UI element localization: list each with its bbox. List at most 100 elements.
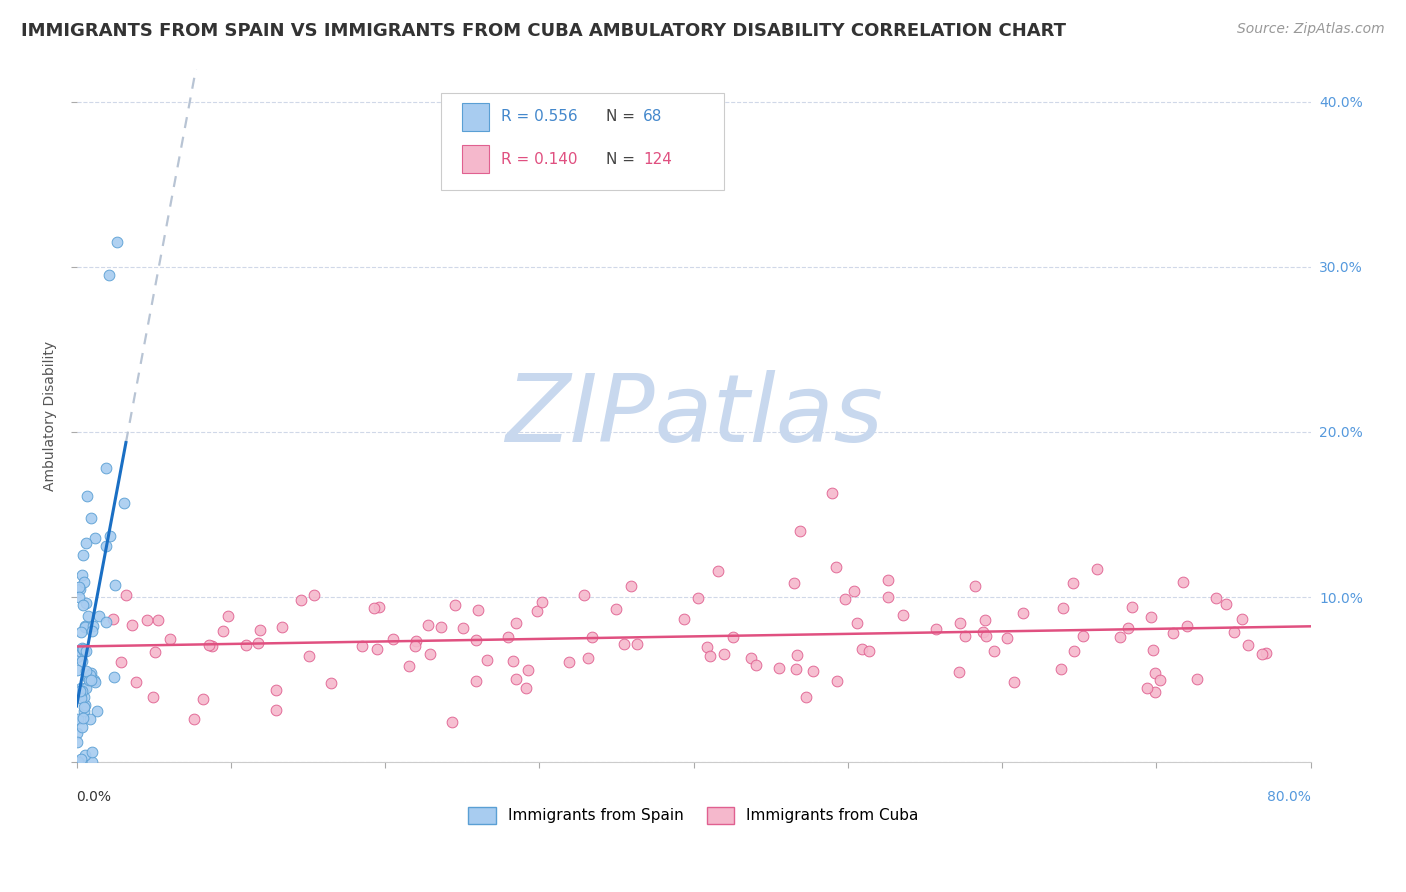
- FancyBboxPatch shape: [461, 103, 489, 130]
- Text: R = 0.556: R = 0.556: [501, 109, 578, 124]
- Point: [66, 663, 89, 677]
- Point: [82, 756, 104, 770]
- Point: [94, 615, 117, 629]
- Point: [526, 604, 548, 618]
- Point: [115, 588, 138, 602]
- Point: [626, 637, 648, 651]
- Text: 68: 68: [643, 109, 662, 124]
- Point: [69, 681, 91, 696]
- Point: [404, 639, 426, 653]
- Point: [121, 618, 143, 632]
- Point: [496, 630, 519, 644]
- Point: [75, 665, 97, 679]
- Point: [620, 579, 643, 593]
- Point: [77, 671, 100, 685]
- Point: [72, 568, 94, 582]
- Point: [367, 600, 389, 615]
- Point: [249, 624, 271, 638]
- Point: [83, 673, 105, 688]
- Point: [1085, 562, 1108, 576]
- Point: [963, 579, 986, 593]
- Point: [201, 639, 224, 653]
- Point: [73, 619, 96, 633]
- Point: [1149, 673, 1171, 687]
- Point: [70, 691, 93, 706]
- Point: [73, 574, 96, 589]
- Point: [429, 620, 451, 634]
- Point: [66, 726, 89, 740]
- Point: [530, 595, 553, 609]
- Point: [67, 756, 90, 770]
- Point: [1171, 574, 1194, 589]
- Point: [72, 641, 94, 656]
- Point: [73, 690, 96, 705]
- Point: [845, 616, 868, 631]
- Point: [1230, 612, 1253, 626]
- Point: [877, 573, 900, 587]
- Point: [352, 639, 374, 653]
- Point: [70, 719, 93, 733]
- Point: [1071, 629, 1094, 643]
- Point: [76, 609, 98, 624]
- Point: [786, 648, 808, 662]
- Point: [948, 665, 970, 679]
- Point: [73, 700, 96, 714]
- Point: [1121, 600, 1143, 615]
- Point: [69, 582, 91, 596]
- Point: [1050, 662, 1073, 676]
- Point: [465, 674, 488, 689]
- Point: [1175, 618, 1198, 632]
- Point: [1205, 591, 1227, 606]
- Point: [949, 616, 972, 631]
- Point: [844, 583, 866, 598]
- Point: [264, 682, 287, 697]
- Point: [745, 658, 768, 673]
- Point: [79, 667, 101, 681]
- Point: [419, 647, 441, 661]
- Point: [77, 673, 100, 687]
- Point: [103, 670, 125, 684]
- Point: [80, 510, 103, 524]
- Point: [69, 644, 91, 658]
- Point: [995, 632, 1018, 646]
- Point: [1062, 576, 1084, 591]
- Point: [1116, 621, 1139, 635]
- Point: [789, 524, 811, 538]
- Point: [768, 661, 790, 675]
- Point: [1140, 609, 1163, 624]
- Point: [1161, 625, 1184, 640]
- Point: [1143, 685, 1166, 699]
- Point: [76, 489, 98, 503]
- Point: [87, 609, 110, 624]
- Point: [80, 624, 103, 638]
- Point: [416, 618, 439, 632]
- Point: [1108, 630, 1130, 644]
- Point: [612, 637, 634, 651]
- Point: [75, 536, 97, 550]
- Point: [515, 681, 537, 695]
- Point: [67, 590, 90, 604]
- Point: [464, 633, 486, 648]
- Point: [801, 664, 824, 678]
- Text: IMMIGRANTS FROM SPAIN VS IMMIGRANTS FROM CUBA AMBULATORY DISABILITY CORRELATION : IMMIGRANTS FROM SPAIN VS IMMIGRANTS FROM…: [21, 22, 1066, 40]
- Point: [211, 624, 233, 638]
- Text: N =: N =: [606, 109, 640, 124]
- Point: [73, 644, 96, 658]
- Point: [142, 690, 165, 704]
- Point: [97, 268, 120, 282]
- Point: [70, 751, 93, 765]
- Point: [82, 619, 104, 633]
- Point: [974, 629, 997, 643]
- Point: [235, 638, 257, 652]
- Point: [110, 655, 132, 669]
- Point: [924, 622, 946, 636]
- Point: [66, 649, 89, 664]
- Point: [69, 756, 91, 770]
- Point: [1222, 625, 1244, 640]
- Point: [821, 486, 844, 500]
- Text: N =: N =: [606, 152, 640, 167]
- Point: [270, 620, 292, 634]
- Point: [79, 712, 101, 726]
- Point: [66, 756, 89, 770]
- Point: [73, 704, 96, 718]
